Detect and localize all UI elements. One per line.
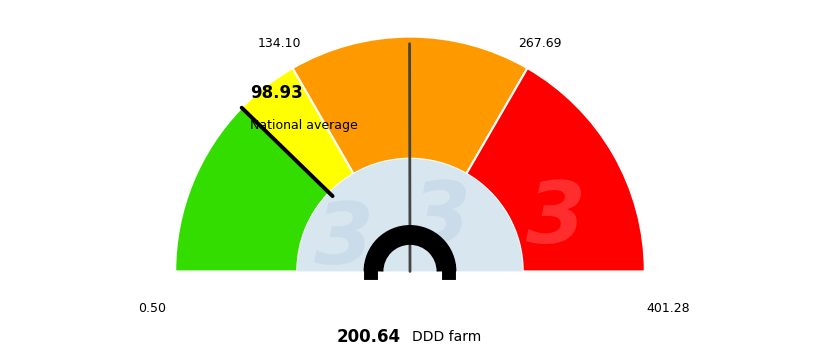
Text: 3: 3 — [410, 178, 470, 261]
Wedge shape — [175, 108, 328, 272]
Wedge shape — [242, 68, 353, 193]
Text: 0.50: 0.50 — [138, 302, 165, 316]
Text: 267.69: 267.69 — [518, 37, 561, 50]
Text: 134.10: 134.10 — [258, 37, 301, 50]
Wedge shape — [466, 68, 644, 272]
Text: 200.64: 200.64 — [336, 328, 400, 346]
Wedge shape — [297, 159, 522, 272]
Text: National average: National average — [250, 119, 358, 132]
Text: 98.93: 98.93 — [250, 84, 303, 102]
Text: DDD farm: DDD farm — [412, 330, 481, 344]
Wedge shape — [292, 37, 527, 174]
Text: 3: 3 — [314, 200, 373, 282]
Text: 3: 3 — [525, 178, 585, 261]
Text: 401.28: 401.28 — [645, 302, 690, 316]
